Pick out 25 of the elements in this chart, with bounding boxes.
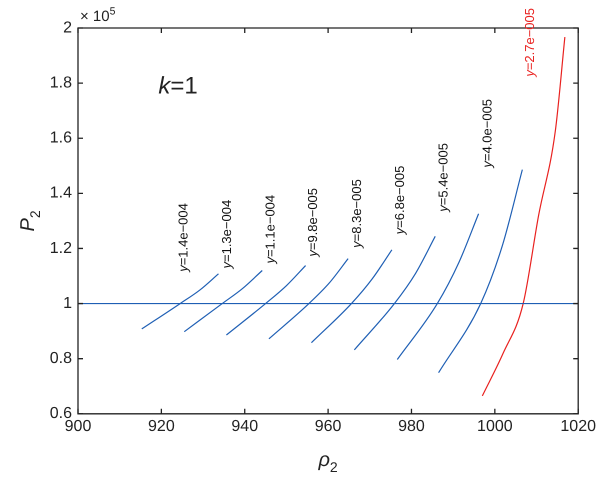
- y-tick-label: 1.2: [50, 240, 72, 257]
- x-tick-label: 940: [231, 418, 258, 435]
- annotation: y=5.4e−005: [436, 143, 451, 213]
- x-tick-label: 900: [64, 418, 92, 435]
- annotation: y=2.7e−005: [522, 8, 537, 78]
- y-tick-label: 1.4: [50, 184, 72, 202]
- x-tick-label: 1000: [477, 418, 513, 435]
- x-tick-label: 980: [398, 418, 425, 435]
- y-tick-label: 1.6: [50, 130, 72, 147]
- y-tick-label: 1.8: [50, 74, 72, 92]
- y-axis-title: P2: [17, 210, 43, 232]
- annotation: y=6.8e−005: [392, 166, 408, 236]
- x-tick-label: 920: [148, 418, 175, 435]
- x-tick-label: 1020: [560, 418, 596, 435]
- annotation: y=1.1e−004: [262, 194, 278, 265]
- annotation: y=1.3e−004: [219, 200, 234, 270]
- annotation: y=4.0e−005: [479, 98, 494, 169]
- annotation: k=1: [158, 72, 198, 100]
- y-tick-label: 0.8: [50, 350, 72, 368]
- annotation: y=1.4e−004: [175, 203, 190, 273]
- annotation: y=8.3e−005: [348, 179, 364, 249]
- y-tick-label: 1: [63, 294, 72, 312]
- x-tick-label: 960: [314, 418, 342, 435]
- annotation: y=9.8e−005: [305, 188, 320, 258]
- y-tick-label: 2: [63, 19, 72, 36]
